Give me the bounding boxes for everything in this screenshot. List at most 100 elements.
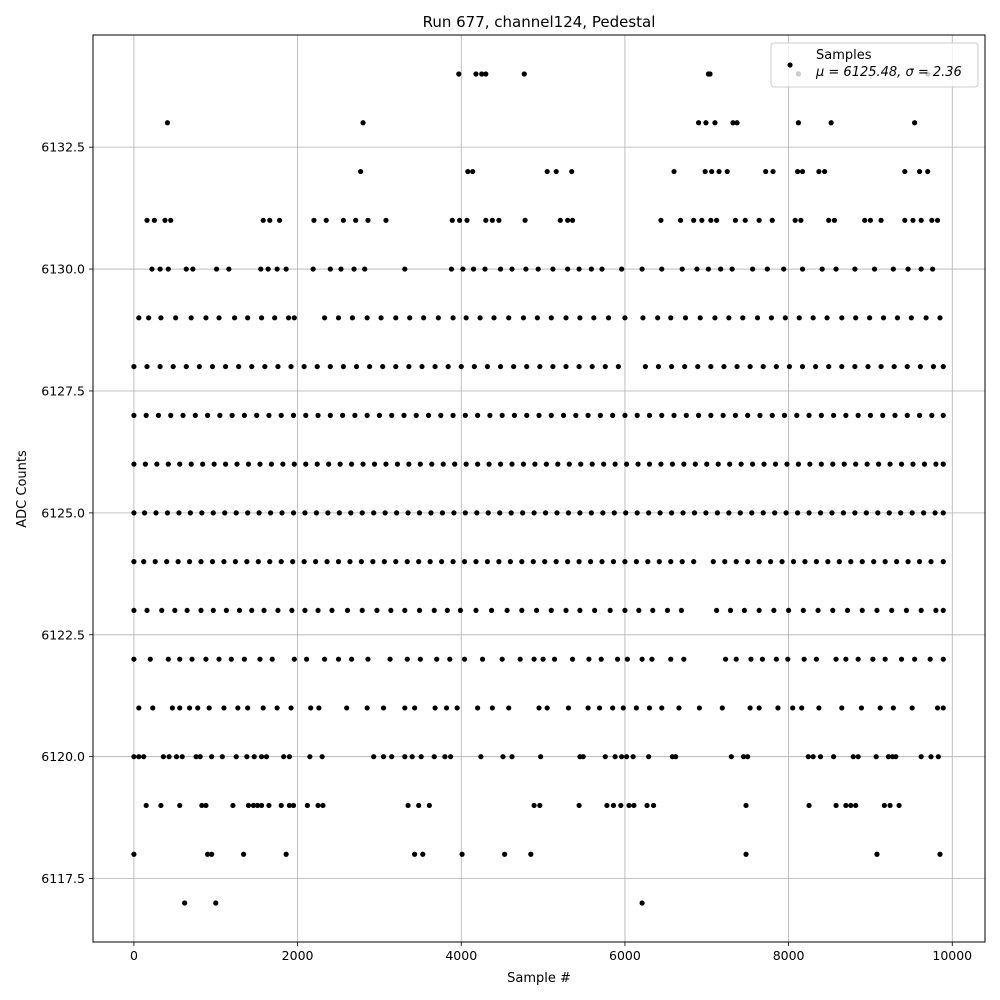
- data-point: [585, 705, 591, 711]
- data-point: [339, 412, 346, 418]
- data-point: [427, 559, 433, 565]
- data-point: [892, 412, 898, 418]
- data-point: [816, 705, 822, 711]
- data-point: [655, 315, 661, 321]
- data-point: [388, 607, 394, 614]
- data-point: [695, 120, 702, 126]
- data-point: [763, 168, 769, 175]
- data-point: [290, 802, 297, 809]
- data-point: [158, 315, 164, 321]
- data-point: [144, 607, 150, 614]
- data-point: [267, 510, 274, 516]
- data-point: [203, 802, 209, 809]
- data-point: [576, 266, 582, 272]
- data-point: [921, 461, 928, 467]
- data-point: [219, 754, 225, 760]
- data-point: [659, 266, 665, 272]
- data-point: [588, 266, 594, 272]
- data-point: [867, 217, 874, 223]
- data-point: [756, 705, 762, 711]
- data-point: [442, 754, 448, 760]
- data-point: [890, 266, 896, 272]
- data-point: [873, 754, 879, 760]
- data-point: [216, 315, 222, 321]
- data-point: [213, 266, 220, 272]
- data-point: [173, 754, 180, 760]
- data-point: [712, 120, 718, 126]
- data-point: [940, 656, 946, 662]
- data-point: [858, 705, 865, 711]
- data-point: [450, 559, 456, 565]
- data-point: [418, 754, 424, 760]
- data-point: [818, 412, 824, 418]
- data-point: [321, 315, 328, 321]
- data-point: [278, 412, 284, 418]
- data-point: [131, 656, 137, 662]
- data-point: [535, 266, 541, 272]
- data-point: [843, 656, 849, 662]
- data-point: [209, 363, 216, 370]
- data-point: [475, 461, 481, 467]
- data-point: [916, 168, 923, 175]
- data-point: [352, 412, 358, 418]
- data-point: [172, 607, 178, 614]
- data-point: [565, 510, 572, 516]
- data-point: [245, 705, 251, 711]
- data-point: [802, 559, 808, 565]
- data-point: [131, 607, 137, 614]
- data-point: [155, 412, 162, 418]
- data-point: [371, 754, 377, 760]
- data-point: [310, 266, 316, 272]
- data-point: [550, 363, 556, 370]
- data-point: [241, 412, 247, 418]
- data-point: [923, 315, 929, 321]
- data-point: [211, 461, 217, 467]
- data-point: [353, 217, 359, 223]
- data-point: [826, 363, 832, 370]
- data-point: [258, 266, 264, 272]
- data-point: [565, 266, 571, 272]
- data-point: [452, 461, 458, 467]
- data-point: [475, 705, 481, 711]
- data-point: [720, 412, 726, 418]
- data-point: [543, 461, 549, 467]
- data-point: [257, 656, 263, 662]
- data-point: [393, 315, 399, 321]
- data-point: [144, 217, 150, 223]
- data-point: [407, 315, 413, 321]
- data-point: [449, 217, 455, 223]
- data-point: [353, 363, 360, 370]
- data-point: [236, 607, 243, 614]
- data-point: [933, 607, 939, 614]
- data-point: [773, 656, 779, 662]
- data-point: [229, 412, 235, 418]
- data-point: [859, 559, 865, 565]
- data-point: [131, 363, 137, 370]
- data-point: [530, 559, 536, 565]
- data-point: [646, 461, 653, 467]
- data-point: [785, 656, 791, 662]
- data-point: [602, 363, 608, 370]
- data-point: [817, 510, 824, 516]
- data-point: [131, 851, 137, 857]
- data-point: [657, 510, 663, 516]
- data-point: [321, 656, 328, 662]
- data-point: [393, 559, 399, 565]
- data-point: [184, 607, 190, 614]
- data-point: [569, 217, 576, 223]
- data-point: [450, 315, 456, 321]
- legend-series-name: Samples: [816, 48, 872, 63]
- data-point: [928, 559, 934, 565]
- data-point: [291, 315, 297, 321]
- data-point: [509, 266, 515, 272]
- data-point: [340, 217, 347, 223]
- data-point: [283, 266, 289, 272]
- data-point: [136, 315, 142, 321]
- data-point: [896, 802, 902, 809]
- data-point: [499, 412, 505, 418]
- data-point: [815, 607, 821, 614]
- data-point: [217, 412, 223, 418]
- data-point: [557, 217, 563, 223]
- data-point: [794, 510, 801, 516]
